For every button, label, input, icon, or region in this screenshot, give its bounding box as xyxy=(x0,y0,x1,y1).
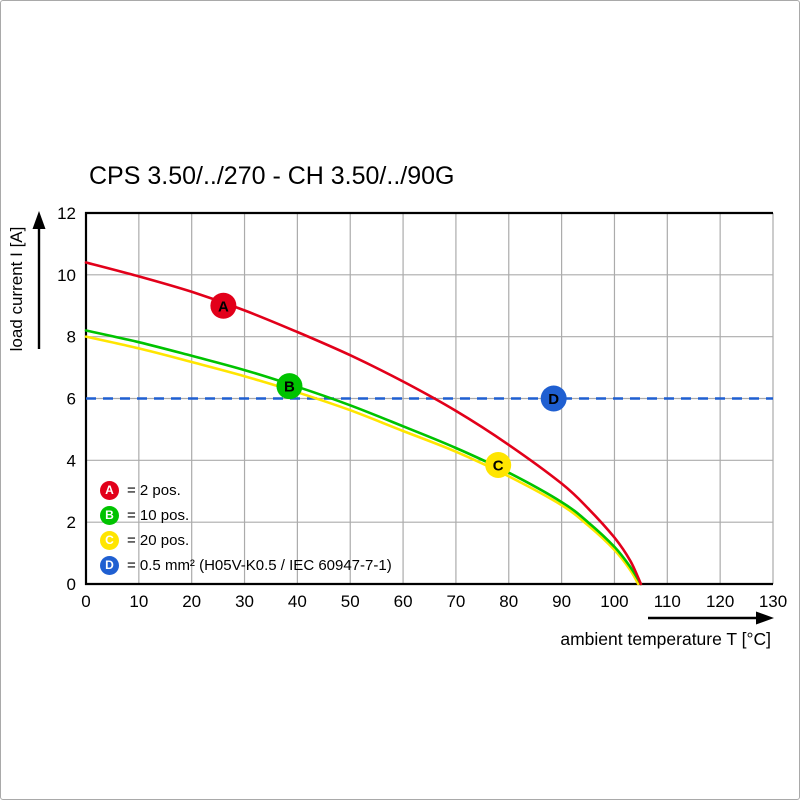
legend-item-c: C = 20 pos. xyxy=(100,528,392,552)
x-tick-label: 50 xyxy=(341,592,360,611)
y-axis-label: load current I [A] xyxy=(7,226,26,352)
x-tick-label: 10 xyxy=(129,592,148,611)
x-tick-label: 70 xyxy=(446,592,465,611)
y-tick-label: 12 xyxy=(57,204,76,223)
legend-item-d: D = 0.5 mm² (H05V-K0.5 / IEC 60947-7-1) xyxy=(100,553,392,577)
y-tick-label: 0 xyxy=(67,575,76,594)
marker-label-D: D xyxy=(548,391,559,408)
x-axis-label: ambient temperature T [°C] xyxy=(560,629,771,649)
marker-A xyxy=(210,292,237,319)
x-tick-label: 120 xyxy=(706,592,734,611)
legend-label-b: = 10 pos. xyxy=(127,506,190,524)
y-tick-label: 6 xyxy=(67,390,76,409)
legend-marker-a-icon: A xyxy=(100,480,119,500)
x-tick-label: 90 xyxy=(552,592,571,611)
chart-title: CPS 3.50/../270 - CH 3.50/../90G xyxy=(89,162,455,190)
legend-item-a: A = 2 pos. xyxy=(100,478,392,502)
marker-B xyxy=(276,373,303,400)
legend-marker-b-icon: B xyxy=(100,505,119,525)
x-tick-label: 40 xyxy=(288,592,307,611)
y-axis-arrow-icon xyxy=(32,211,46,229)
legend-marker-d-icon: D xyxy=(100,555,119,575)
x-tick-label: 80 xyxy=(499,592,518,611)
legend-label-a: = 2 pos. xyxy=(127,481,181,499)
x-tick-label: 130 xyxy=(759,592,787,611)
curve-A xyxy=(84,261,643,586)
x-axis-arrow-icon xyxy=(756,611,774,625)
x-tick-label: 60 xyxy=(394,592,413,611)
x-tick-label: 0 xyxy=(81,592,90,611)
legend-item-b: B = 10 pos. xyxy=(100,503,392,527)
marker-label-B: B xyxy=(284,379,295,396)
legend-label-d: = 0.5 mm² (H05V-K0.5 / IEC 60947-7-1) xyxy=(127,556,392,574)
legend-label-c: = 20 pos. xyxy=(127,531,190,549)
marker-label-A: A xyxy=(218,298,229,315)
marker-D xyxy=(540,385,567,412)
y-tick-label: 8 xyxy=(67,328,76,347)
x-tick-label: 30 xyxy=(235,592,254,611)
x-tick-label: 20 xyxy=(182,592,201,611)
y-tick-label: 2 xyxy=(67,513,76,532)
y-tick-label: 4 xyxy=(67,451,76,470)
marker-C xyxy=(485,451,512,478)
x-tick-label: 100 xyxy=(600,592,628,611)
legend-marker-c-icon: C xyxy=(100,530,119,550)
y-tick-label: 10 xyxy=(57,266,76,285)
x-tick-label: 110 xyxy=(654,592,681,611)
curve-B xyxy=(84,329,643,586)
curve-C xyxy=(84,335,640,586)
marker-label-C: C xyxy=(493,457,504,474)
legend: A = 2 pos. B = 10 pos. C = 20 pos. D = 0… xyxy=(100,478,392,578)
